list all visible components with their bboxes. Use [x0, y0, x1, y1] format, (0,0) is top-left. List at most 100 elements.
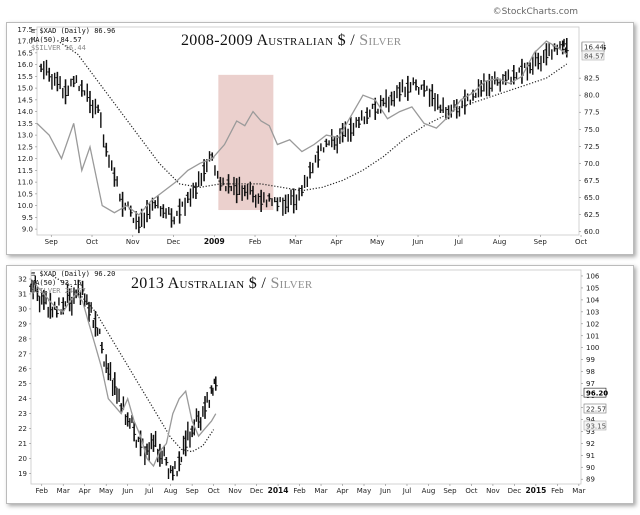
- month-label: Mar: [57, 487, 70, 495]
- month-label: Nov: [126, 238, 140, 246]
- month-label: Oct: [465, 487, 477, 495]
- silver-last-value: 16.44: [584, 44, 605, 52]
- left-tick-label: 15.0: [17, 85, 33, 93]
- right-tick-label: 89: [586, 476, 595, 484]
- left-tick-label: 26: [18, 365, 27, 373]
- month-label: Jul: [144, 487, 154, 495]
- right-tick-label: 72.5: [584, 143, 600, 151]
- month-label: Mar: [572, 487, 585, 495]
- month-label: Aug: [422, 487, 436, 495]
- left-tick-label: 24: [18, 395, 27, 403]
- month-label: Aug: [164, 487, 178, 495]
- month-label: May: [99, 487, 113, 495]
- xad-price-bars: [39, 38, 569, 234]
- left-tick-label: 23: [18, 410, 27, 418]
- right-tick-label: 62.5: [584, 211, 600, 219]
- chart-title-2013: 2013 Australian $ / Silver: [131, 275, 313, 293]
- month-label: Sep: [534, 238, 548, 246]
- month-label: Oct: [86, 238, 98, 246]
- month-label: Dec: [508, 487, 522, 495]
- ma50-line: [52, 275, 215, 453]
- xad-last-value: 96.20: [586, 390, 608, 398]
- legend-2013: ≊ $XAD (Daily) 96.20 MA(50) 93.15 $SILVE…: [31, 270, 115, 296]
- right-tick-label: 82.5: [584, 75, 600, 83]
- left-tick-label: 14.5: [17, 96, 33, 104]
- month-label: Sep: [443, 487, 457, 495]
- left-tick-label: 17.5: [17, 26, 33, 34]
- chart-title-2008-2009: 2008-2009 Australian $ / Silver: [181, 32, 401, 50]
- title-silver-word: Silver: [359, 32, 402, 49]
- left-tick-label: 10.5: [17, 190, 33, 198]
- legend-silver: $SILVER 24.57: [31, 287, 86, 295]
- right-tick-label: 80.0: [584, 92, 600, 100]
- year-label: 2015: [525, 486, 546, 495]
- month-label: Oct: [575, 238, 587, 246]
- month-label: Jun: [412, 238, 424, 246]
- left-tick-label: 28: [18, 335, 27, 343]
- month-label: Sep: [45, 238, 59, 246]
- left-tick-label: 9.5: [22, 214, 33, 222]
- highlight-region: [218, 74, 274, 211]
- right-tick-label: 67.5: [584, 177, 600, 185]
- month-label: Nov: [228, 487, 242, 495]
- silver-line: [30, 278, 217, 468]
- month-label: Jun: [379, 487, 391, 495]
- right-tick-label: 70.0: [584, 160, 600, 168]
- year-label: 2009: [204, 237, 225, 246]
- left-tick-label: 15.5: [17, 73, 33, 81]
- ma-last-value-box: [583, 420, 607, 431]
- silver-line: [36, 40, 568, 216]
- right-tick-label: 94: [586, 416, 595, 424]
- month-label: Mar: [314, 487, 327, 495]
- left-tick-label: 11.0: [17, 179, 33, 187]
- month-label: Aug: [493, 238, 507, 246]
- left-tick-label: 21: [18, 440, 27, 448]
- chart-panel-2013: 19 20 21 22 23 24 25 26 27 28 29 30 31 32 89 90 91 92 93 94…: [6, 265, 634, 504]
- left-tick-label: 22: [18, 425, 27, 433]
- month-label: Jun: [121, 487, 133, 495]
- month-label: May: [357, 487, 371, 495]
- month-label: May: [370, 238, 384, 246]
- month-label: Dec: [167, 238, 181, 246]
- right-tick-label: 106: [586, 272, 600, 280]
- xad-price-bars: [29, 275, 218, 481]
- right-tick-label: 99: [586, 356, 595, 364]
- title-main: 2008-2009 Australian $ /: [181, 32, 355, 49]
- left-tick-label: 20: [18, 455, 27, 463]
- plot-frame: [30, 269, 582, 485]
- chart-2008-2009-svg: 9.0 9.5 10.0 10.5 11.0 11.5 12.0 12.5 13.0 13.5 14…: [17, 26, 606, 246]
- legend-xad: ≊ $XAD (Daily) 96.20: [31, 270, 116, 278]
- month-label: Nov: [486, 487, 500, 495]
- left-tick-label: 12.0: [17, 155, 33, 163]
- ma-last-value-box: [581, 50, 605, 61]
- ma50-line: [57, 40, 568, 192]
- right-tick-label: 92: [586, 440, 595, 448]
- left-tick-label: 12.5: [17, 143, 33, 151]
- silver-last-value: 22.57: [586, 406, 606, 414]
- left-tick-label: 11.5: [17, 167, 33, 175]
- month-label: Apr: [330, 238, 342, 246]
- month-label: Oct: [208, 487, 220, 495]
- legend-silver: $SILVER 16.44: [31, 44, 86, 52]
- month-label: Feb: [293, 487, 306, 495]
- chart-2013-svg: 19 20 21 22 23 24 25 26 27 28 29 30 31 32 89 90 91 92 93 94…: [18, 269, 608, 495]
- left-tick-label: 9.0: [22, 226, 33, 234]
- right-tick-label: 65.0: [584, 194, 600, 202]
- left-tick-label: 13.0: [17, 132, 33, 140]
- left-tick-label: 31: [18, 290, 27, 298]
- left-tick-label: 25: [18, 380, 27, 388]
- left-tick-label: 17.0: [17, 38, 33, 46]
- right-tick-label: 101: [586, 332, 599, 340]
- month-label: Feb: [36, 487, 49, 495]
- year-label: 2014: [268, 486, 289, 495]
- chart-panel-2008-2009: 9.0 9.5 10.0 10.5 11.0 11.5 12.0 12.5 13.0 13.5 14…: [6, 22, 634, 255]
- stockcharts-credit: ©StockCharts.com: [492, 7, 578, 17]
- left-tick-label: 19: [18, 470, 27, 478]
- right-tick-label: 105: [586, 284, 599, 292]
- month-label: Mar: [289, 238, 302, 246]
- left-tick-label: 13.5: [17, 120, 33, 128]
- plot-frame: [36, 26, 580, 236]
- right-tick-label: 75.0: [584, 126, 600, 134]
- xad-last-value-box: [583, 387, 607, 398]
- silver-last-value-box: [583, 403, 607, 414]
